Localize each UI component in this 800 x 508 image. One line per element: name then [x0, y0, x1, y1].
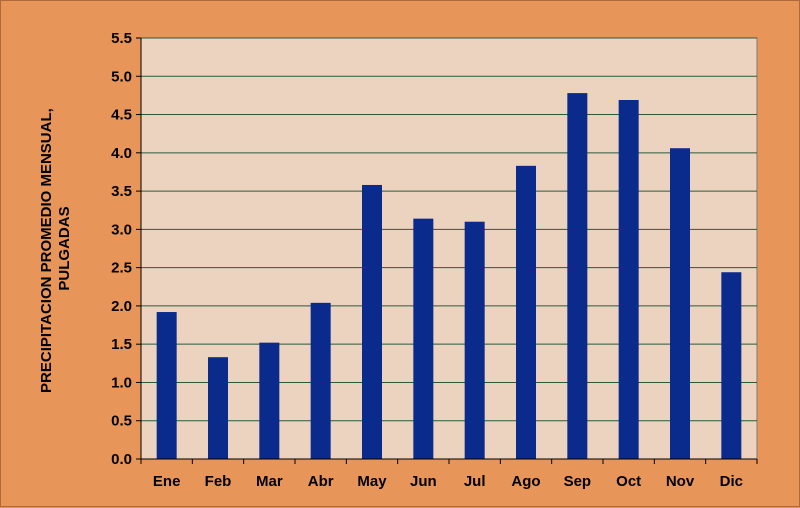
- x-tick-label-nov: Nov: [666, 473, 695, 490]
- bar-abr: [310, 302, 331, 459]
- bars: [156, 93, 742, 459]
- gridlines: [141, 37, 757, 422]
- y-tick-label: 4.0: [111, 145, 132, 162]
- y-axis-title: PRECIPITACION PROMEDIO MENSUAL, PULGADAS: [38, 104, 73, 393]
- y-axis-title-line-2: PULGADAS: [56, 206, 73, 290]
- y-tick-label: 0.0: [111, 451, 132, 468]
- bar-dic: [721, 272, 742, 459]
- x-axis: Ene Feb Mar Abr May Jun Jul Ago Sep Oct Nov Dic: [140, 458, 758, 490]
- y-tick-label: 1.0: [111, 374, 132, 391]
- y-tick-label: 1.5: [111, 336, 132, 353]
- bar-oct: [618, 100, 639, 459]
- y-tick-label: 2.5: [111, 260, 132, 277]
- y-tick-label: 3.5: [111, 183, 132, 200]
- x-tick-label-ago: Ago: [511, 473, 540, 490]
- y-tick-label: 5.5: [111, 30, 132, 47]
- x-tick-label-jun: Jun: [410, 473, 437, 490]
- bar-ene: [156, 312, 177, 459]
- x-tick-label-jul: Jul: [464, 473, 486, 490]
- bar-mar: [259, 342, 280, 459]
- x-tick-label-feb: Feb: [205, 473, 232, 490]
- bar-nov: [670, 148, 690, 459]
- x-tick-label-sep: Sep: [564, 473, 592, 490]
- x-tick-label-may: May: [357, 473, 387, 490]
- bar-may: [362, 184, 382, 459]
- y-axis: 0.0 0.5 1.0 1.5 2.0 2.5 3.0 3.5 4.0 4.5 5.0 5.5: [111, 30, 142, 468]
- bar-ago: [516, 165, 536, 459]
- x-tick-label-abr: Abr: [308, 473, 334, 490]
- x-tick-label-dic: Dic: [720, 473, 743, 490]
- bar-jul: [464, 221, 485, 459]
- y-tick-label: 3.0: [111, 221, 132, 238]
- y-tick-label: 0.5: [111, 413, 132, 430]
- x-tick-label-oct: Oct: [616, 473, 641, 490]
- y-tick-label: 5.0: [111, 68, 132, 85]
- bar-sep: [567, 93, 588, 459]
- y-tick-label: 2.0: [111, 298, 132, 315]
- x-tick-label-ene: Ene: [153, 473, 181, 490]
- bar-jun: [413, 218, 434, 459]
- x-tick-label-mar: Mar: [256, 473, 283, 490]
- y-tick-label: 4.5: [111, 107, 132, 124]
- y-axis-title-line-1: PRECIPITACION PROMEDIO MENSUAL,: [38, 108, 55, 393]
- plot-area: [140, 37, 758, 460]
- bar-feb: [208, 357, 228, 459]
